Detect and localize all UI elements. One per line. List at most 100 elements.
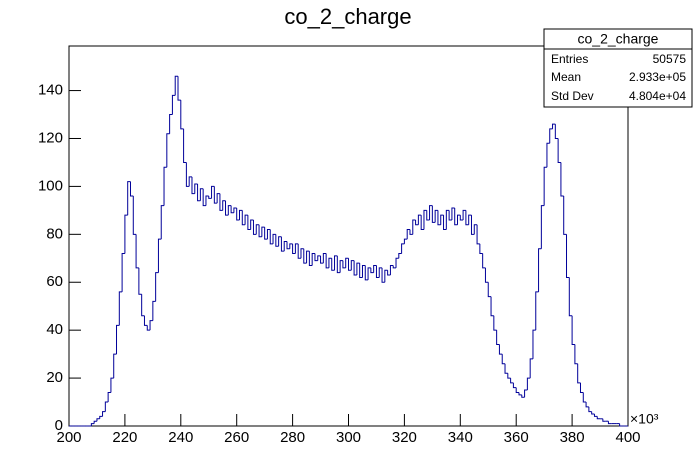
histogram-bin [387, 270, 391, 276]
histogram-bin [571, 315, 575, 346]
histogram-bin [535, 291, 539, 331]
histogram-bin [185, 162, 190, 187]
histogram-bin [392, 265, 397, 269]
histogram-bin [320, 255, 324, 264]
histogram-bin [501, 354, 506, 365]
histogram-bin [261, 226, 265, 237]
histogram-bin [568, 277, 573, 317]
stats-box: co_2_charge Entries 50575 Mean 2.933e+05… [543, 28, 693, 108]
histogram-bin [191, 176, 195, 195]
histogram-bin [515, 387, 519, 393]
histogram-bin [582, 392, 587, 403]
histogram-bin [412, 219, 416, 235]
histogram-bin [443, 215, 447, 231]
histogram-bin [543, 166, 547, 206]
histogram-bin [306, 250, 310, 264]
histogram-bin [479, 243, 483, 254]
histogram-bin [462, 209, 466, 220]
histogram-bin [342, 260, 346, 269]
histogram-bin [297, 243, 301, 259]
y-tick-label: 120 [38, 129, 63, 146]
histogram-bin [619, 423, 623, 427]
histogram-bin [143, 315, 148, 326]
stats-frame [543, 28, 693, 108]
histogram-bin [409, 229, 413, 235]
histogram-bin [507, 373, 511, 379]
histogram-bin [498, 344, 503, 355]
histogram-bin [331, 258, 335, 271]
histogram-bin [423, 209, 427, 230]
histogram-bin [258, 224, 262, 238]
x-tick-label: 300 [336, 429, 361, 446]
histogram-bin [264, 227, 268, 240]
stats-value: 50575 [653, 52, 687, 66]
histogram-bin [275, 234, 279, 247]
histogram-bin [110, 377, 114, 393]
histogram-bin [152, 300, 156, 321]
histogram-bin [266, 229, 271, 240]
histogram-bin [222, 200, 226, 211]
histogram-bin [208, 195, 212, 199]
histogram-bin [415, 219, 419, 226]
stats-title: co_2_charge [578, 31, 659, 47]
x-tick-label: 220 [112, 429, 137, 446]
histogram-bin [577, 363, 581, 384]
histogram-bin [554, 124, 559, 139]
histogram-bin [116, 324, 120, 355]
x-tick-label: 260 [224, 429, 249, 446]
histogram-bin [566, 234, 570, 278]
histogram-bin [99, 415, 103, 419]
histogram-bin [180, 100, 184, 130]
histogram-bin [538, 248, 542, 292]
histogram-bin [90, 423, 95, 426]
histogram-bin [529, 358, 533, 379]
histogram-bin [406, 229, 410, 240]
histogram-bin [157, 238, 162, 273]
histogram-bin [457, 214, 461, 225]
histogram-bin [317, 255, 321, 261]
histogram-bin [160, 205, 165, 240]
histogram-bin [93, 420, 97, 424]
y-tick-label: 0 [55, 417, 63, 434]
histogram-bin [364, 265, 369, 281]
stats-label: Mean [551, 70, 581, 84]
histogram-bin [127, 181, 131, 216]
histogram-bin [381, 267, 385, 283]
histogram-bin [521, 394, 525, 398]
histogram-bin [328, 257, 332, 268]
histogram-bin [549, 128, 553, 144]
histogram-bin [238, 209, 243, 220]
histogram-bin [286, 241, 290, 250]
histogram-bin [552, 123, 556, 129]
histogram-bin [375, 265, 380, 278]
histogram-bin [496, 330, 500, 346]
histogram-bin [484, 267, 489, 283]
y-tick-label: 140 [38, 82, 63, 99]
histogram-bin [155, 272, 159, 302]
histogram-bin [361, 264, 366, 278]
histogram-bin [163, 166, 167, 206]
histogram-bin [487, 282, 492, 298]
histogram-bin [468, 214, 472, 225]
histogram-bin [325, 253, 329, 269]
histogram-bin [465, 210, 469, 226]
histogram-bin [512, 382, 517, 389]
histogram-bin [445, 209, 450, 230]
histogram-bin [490, 296, 494, 317]
histogram-bin [585, 402, 589, 408]
histogram-bin [373, 264, 377, 273]
histogram-bin [124, 214, 128, 254]
y-tick-label: 60 [46, 273, 63, 290]
histogram-bin [336, 255, 341, 274]
histogram-bin [135, 234, 139, 269]
histogram-bin [322, 252, 327, 264]
histogram-bin [367, 267, 371, 280]
histogram-bin [401, 243, 405, 254]
histogram-bin [138, 267, 142, 295]
histogram-bin [593, 414, 598, 417]
histogram-bin [579, 382, 584, 393]
histogram-bin [591, 411, 595, 415]
y-tick-label: 100 [38, 177, 63, 194]
histogram-bin [420, 215, 424, 231]
chart-title: co_2_charge [284, 4, 411, 29]
